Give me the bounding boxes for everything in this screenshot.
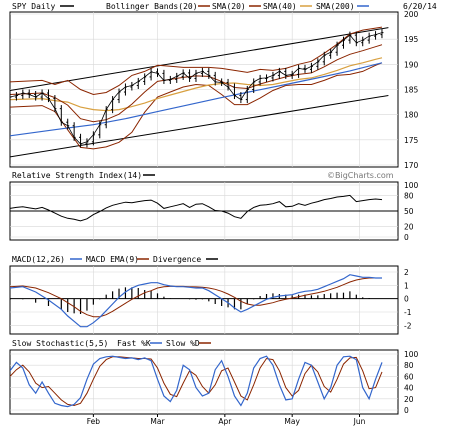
macd-ytick-label: 0 (404, 295, 409, 304)
legend-macd-ema-label: MACD EMA(9) (86, 255, 139, 264)
price-ytick-label: 185 (404, 86, 419, 95)
rsi-ytick-label: 100 (404, 181, 419, 190)
watermark: ©BigCharts.com (327, 171, 394, 180)
price-ytick-label: 200 (404, 10, 419, 19)
price-ytick-label: 175 (404, 136, 419, 145)
stoch-ytick-label: 60 (404, 372, 414, 381)
fast-k-line (10, 355, 383, 408)
legend-sma200-label: SMA(200) (316, 2, 355, 11)
xtick-label-may: May (284, 417, 300, 426)
lower-trendline (10, 95, 389, 158)
legend-fastk-label: Fast %K (117, 339, 151, 348)
price-ytick-label: 195 (404, 35, 419, 44)
macd-ytick-label: 1 (404, 281, 409, 290)
macd-ytick-label: -1 (404, 308, 412, 317)
legend-macd-label: MACD(12,26) (12, 255, 65, 264)
rsi-ytick-label: 80 (404, 191, 414, 200)
price-series-group (10, 26, 389, 158)
price-ytick-label: 170 (404, 161, 419, 170)
stoch-ytick-label: 100 (404, 350, 419, 359)
macd-line (10, 274, 382, 328)
legend-price-label: SPY Daily (12, 2, 56, 11)
sma200-line (10, 62, 383, 137)
rsi-series-group (10, 194, 383, 222)
price-ytick-label: 190 (404, 60, 419, 69)
stochastic-series-group (10, 355, 383, 408)
macd-ytick-label: -2 (404, 321, 412, 330)
stoch-ytick-label: 80 (404, 361, 414, 370)
xtick-label-feb: Feb (87, 417, 101, 426)
legend-stochastic-label: Slow Stochastic(5,5) (12, 339, 108, 348)
rsi-ytick-label: 50 (404, 207, 414, 216)
legend-divergence-label: Divergence (153, 255, 201, 264)
rsi-line (10, 194, 383, 222)
legend-rsi-label: Relative Strength Index(14) (12, 171, 142, 180)
macd-series-group (10, 274, 382, 328)
bollinger-upper-line (10, 26, 383, 96)
rsi-ytick-label: 0 (404, 233, 409, 242)
xtick-label-mar: Mar (150, 417, 165, 426)
legend-sma40-label: SMA(40) (263, 2, 297, 11)
stoch-ytick-label: 0 (404, 406, 409, 415)
date-label: 6/20/14 (403, 2, 437, 11)
macd-ytick-label: 2 (404, 268, 409, 277)
legend-slowd-label: Slow %D (166, 339, 200, 348)
xtick-label-jun: Jun (353, 417, 366, 426)
legend-sma20-label: SMA(20) (212, 2, 246, 11)
price-ytick-label: 180 (404, 111, 419, 120)
xtick-label-apr: Apr (218, 417, 232, 426)
stoch-ytick-label: 40 (404, 384, 414, 393)
upper-trendline (10, 27, 389, 91)
stoch-ytick-label: 20 (404, 395, 414, 404)
macd-ema-line (10, 277, 382, 318)
plot-layer: 1701751801851901952000205080100-2-101202… (10, 10, 419, 426)
rsi-ytick-label: 20 (404, 223, 414, 232)
legend-bollinger-label: Bollinger Bands(20) (106, 2, 198, 11)
sma40-line (10, 57, 383, 112)
price-close-line (10, 32, 383, 145)
